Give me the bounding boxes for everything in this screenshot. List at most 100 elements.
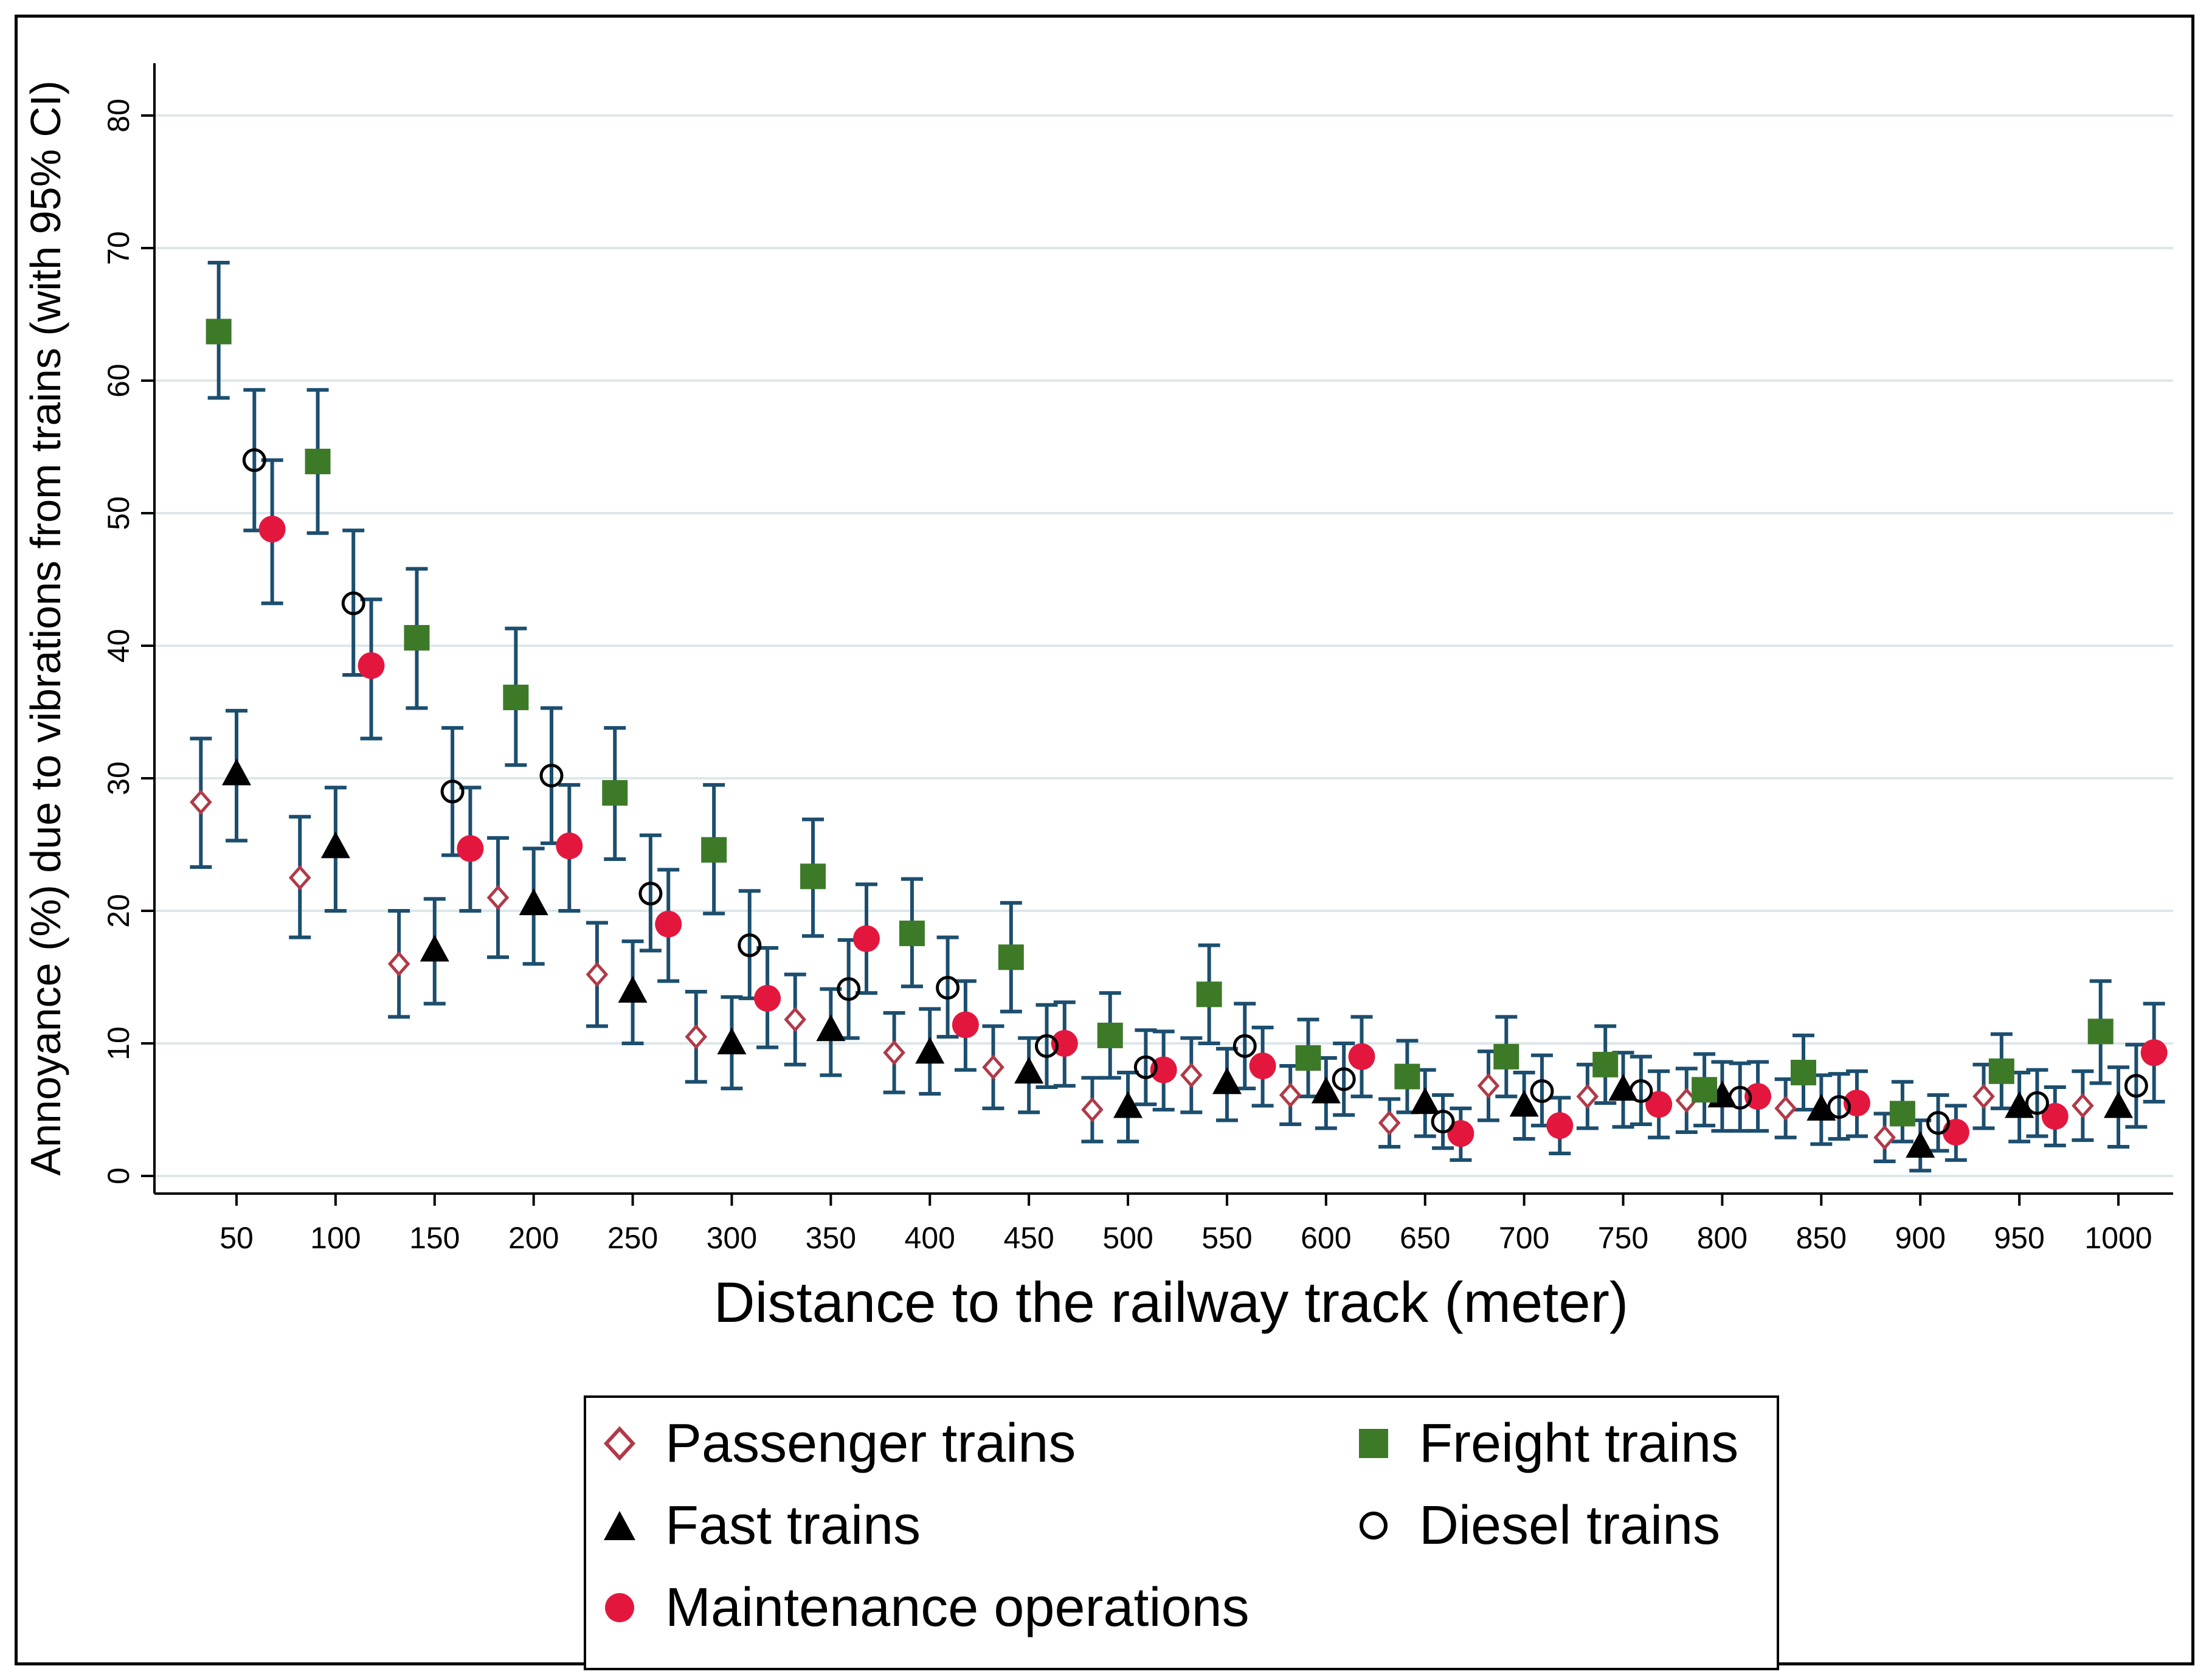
x-tick-label: 600 <box>1301 1221 1351 1255</box>
circle-icon <box>598 1586 641 1629</box>
marker-diesel-trains <box>1034 1034 1059 1058</box>
marker-maintenance-operations <box>655 910 682 938</box>
marker-diesel-trains <box>539 764 564 788</box>
marker-passenger-trains <box>190 789 212 815</box>
marker-fast-trains <box>915 1037 945 1064</box>
marker-passenger-trains <box>387 951 410 977</box>
marker-passenger-trains <box>586 961 609 987</box>
marker-diesel-trains <box>242 448 266 472</box>
marker-freight-trains <box>1889 1101 1915 1127</box>
marker-freight-trains <box>800 863 826 890</box>
marker-passenger-trains <box>1873 1125 1896 1150</box>
marker-freight-trains <box>1196 981 1222 1008</box>
marker-diesel-trains <box>1232 1034 1257 1058</box>
marker-passenger-trains <box>685 1024 708 1049</box>
marker-diesel-trains <box>1629 1079 1653 1103</box>
marker-diesel-trains <box>2124 1074 2148 1098</box>
x-tick-label: 700 <box>1499 1221 1549 1255</box>
y-tick-label: 70 <box>102 231 136 265</box>
x-tick-label: 350 <box>806 1221 856 1255</box>
marker-fast-trains <box>320 831 350 859</box>
x-tick-label: 500 <box>1102 1221 1153 1255</box>
x-tick-label: 550 <box>1201 1221 1252 1255</box>
marker-maintenance-operations <box>258 516 286 543</box>
marker-fast-trains <box>2005 1091 2034 1118</box>
x-tick-label: 750 <box>1598 1221 1648 1255</box>
marker-diesel-trains <box>936 975 960 1000</box>
legend-label: Fast trains <box>665 1495 921 1556</box>
marker-diesel-trains <box>1728 1085 1752 1110</box>
marker-freight-trains <box>1493 1043 1519 1070</box>
marker-fast-trains <box>420 935 449 962</box>
marker-passenger-trains <box>288 865 311 891</box>
marker-freight-trains <box>1295 1045 1321 1071</box>
marker-freight-trains <box>1790 1059 1816 1085</box>
x-tick-label: 250 <box>607 1221 658 1255</box>
marker-passenger-trains <box>883 1040 905 1066</box>
marker-fast-trains <box>816 1014 846 1042</box>
marker-maintenance-operations <box>1348 1043 1375 1070</box>
y-tick-label: 10 <box>102 1026 136 1060</box>
x-tick-label: 150 <box>409 1221 460 1255</box>
legend-label: Passenger trains <box>665 1412 1076 1474</box>
marker-maintenance-operations <box>2140 1039 2168 1066</box>
marker-fast-trains <box>2104 1091 2133 1118</box>
marker-freight-trains <box>998 944 1024 970</box>
error-bar-diesel-trains <box>1035 1003 1058 1089</box>
marker-maintenance-operations <box>2041 1102 2069 1130</box>
marker-passenger-trains <box>1180 1062 1203 1088</box>
x-tick-label: 400 <box>905 1221 955 1255</box>
marker-maintenance-operations <box>358 652 385 679</box>
marker-diesel-trains <box>440 780 465 804</box>
diamond-open-icon <box>598 1422 641 1465</box>
y-tick-label: 30 <box>102 761 136 795</box>
y-tick-label: 20 <box>102 894 136 928</box>
x-tick-label: 300 <box>707 1221 757 1255</box>
marker-fast-trains <box>1014 1056 1044 1084</box>
x-tick-label: 800 <box>1697 1221 1747 1255</box>
marker-diesel-trains <box>738 933 762 958</box>
marker-freight-trains <box>1692 1077 1718 1103</box>
error-bar-diesel-trains <box>441 726 464 857</box>
y-ticks: 0 10 20 30 40 50 60 70 80 <box>102 99 154 1184</box>
legend-item-diesel: Diesel trains <box>1352 1492 1720 1559</box>
figure-frame: 0 10 20 30 40 50 60 70 80 50 100 150 200 250 300 350 40… <box>15 15 2194 1670</box>
x-tick-label: 650 <box>1400 1221 1450 1255</box>
x-tick-label: 450 <box>1003 1221 1054 1255</box>
error-bar-diesel-trains <box>738 889 761 1000</box>
square-icon <box>1352 1422 1395 1465</box>
marker-maintenance-operations <box>952 1011 979 1039</box>
marker-fast-trains <box>717 1028 747 1054</box>
error-bar-diesel-trains <box>1234 1001 1256 1091</box>
circle-open-icon <box>1352 1504 1395 1547</box>
marker-freight-trains <box>701 837 727 863</box>
error-bar-diesel-trains <box>1828 1072 1850 1141</box>
marker-passenger-trains <box>784 1006 807 1032</box>
marker-passenger-trains <box>1081 1097 1104 1122</box>
marker-passenger-trains <box>2072 1093 2094 1119</box>
marker-fast-trains <box>1509 1090 1539 1117</box>
legend: Passenger trains Freight trains Fast tra… <box>584 1395 1779 1670</box>
marker-maintenance-operations <box>1645 1091 1673 1118</box>
marker-freight-trains <box>602 780 628 806</box>
marker-diesel-trains <box>1332 1067 1356 1091</box>
y-axis-title: Annoyance (%) due to vibrations from tra… <box>22 80 69 1175</box>
legend-label: Diesel trains <box>1419 1495 1721 1556</box>
x-ticks: 50 100 150 200 250 300 350 400 450 500 550 600 650 70… <box>220 1194 2152 1255</box>
marker-fast-trains <box>1311 1076 1341 1104</box>
marker-maintenance-operations <box>1249 1053 1276 1080</box>
marker-diesel-trains <box>1431 1110 1455 1134</box>
marker-maintenance-operations <box>754 984 781 1012</box>
marker-maintenance-operations <box>1447 1120 1474 1147</box>
error-bars <box>190 260 2165 1173</box>
legend-label: Freight trains <box>1419 1412 1739 1474</box>
data-markers <box>190 319 2168 1158</box>
marker-diesel-trains <box>1926 1111 1951 1135</box>
marker-maintenance-operations <box>1546 1112 1574 1139</box>
marker-passenger-trains <box>1972 1084 1995 1109</box>
marker-freight-trains <box>899 921 925 947</box>
error-bar-diesel-trains <box>1135 1028 1157 1107</box>
x-tick-label: 950 <box>1994 1221 2044 1255</box>
marker-fast-trains <box>519 888 548 916</box>
y-tick-label: 80 <box>102 99 136 133</box>
